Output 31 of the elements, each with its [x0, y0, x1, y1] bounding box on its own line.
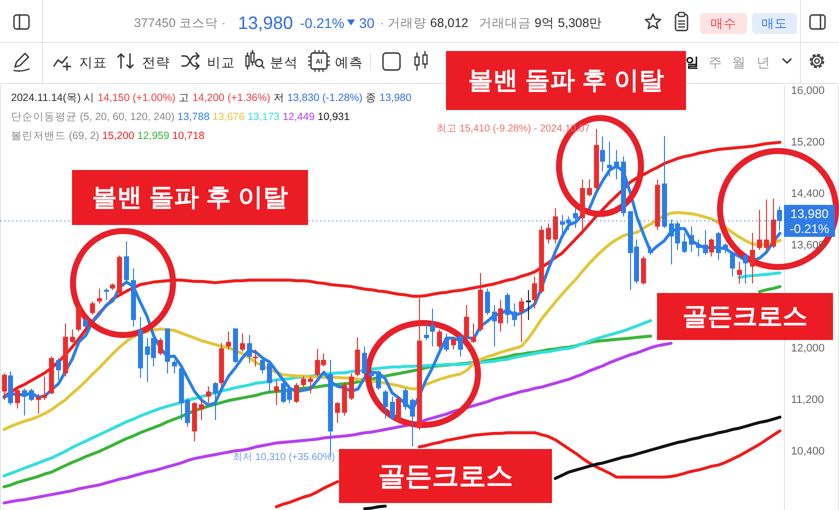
annotation: 볼밴 돌파 후 이탈: [468, 66, 664, 94]
annotation: -0.21%: [300, 15, 344, 31]
annotation: · 거래량 68,012: [380, 16, 468, 30]
annotation: 년: [756, 54, 770, 70]
annotation: 예측: [335, 54, 363, 70]
annotation: 골든크로스: [682, 302, 808, 330]
annotation: 매도: [762, 16, 788, 30]
annotation: 단순이동평균 (5, 20, 60, 120, 240) 13,788 13,676 13,173 12,449 10,931: [11, 111, 350, 123]
y-tick-label: 10,400: [791, 445, 825, 458]
annotation: 일: [686, 54, 700, 70]
annotation: 골든크로스: [378, 461, 513, 491]
y-tick-label: 14,400: [791, 188, 825, 200]
annotation: 전략: [142, 54, 170, 70]
y-tick-label: 11,200: [791, 394, 824, 406]
annotation: 2024.11.14(목) 시 14,150 (+1.00%) 고 14,200 (+1.36%) 저 13,830 (-1.28%) 종 13,980: [11, 92, 412, 104]
annotation: 주: [708, 54, 722, 70]
y-tick-label: 12,000: [791, 342, 825, 354]
annotation: 볼린저밴드 (69, 2) 15,200 12,959 10,718: [11, 130, 204, 142]
annotation: 지표: [79, 54, 107, 70]
annotation: 비교: [207, 54, 235, 70]
ref-line-label: 13,980 -0.21%: [790, 206, 830, 236]
annotation: 월: [732, 54, 746, 70]
annotation: 13,980: [238, 13, 294, 33]
annotation: 분석: [270, 54, 298, 70]
y-tick-label: 16,000: [791, 84, 825, 97]
annotation: 377450 코스닥 ·: [134, 16, 226, 30]
annotation: 거래대금 9억 5,308만: [479, 16, 602, 30]
annotation: 매수: [710, 16, 736, 30]
y-tick-label: 15,200: [791, 136, 825, 148]
annotation: 30: [359, 15, 375, 31]
annotation: 최저 10,310 (+35.60%): [232, 452, 335, 462]
